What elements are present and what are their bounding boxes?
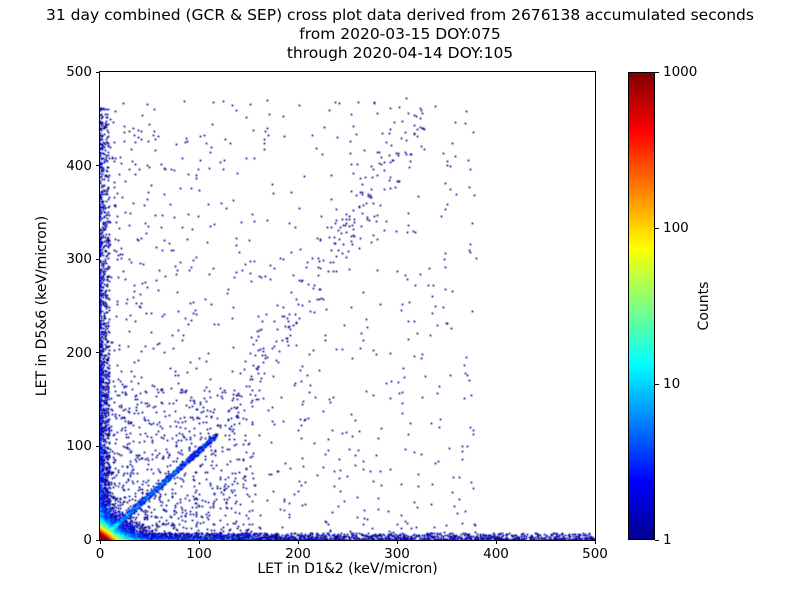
y-tick-label: 300 (66, 251, 92, 268)
y-tick-label: 100 (66, 438, 92, 455)
y-tick-label: 500 (66, 64, 92, 80)
y-tick-label: 200 (66, 344, 92, 361)
y-tick-label: 0 (83, 532, 92, 548)
colorbar-tick-label: 1000 (663, 64, 698, 80)
x-axis-label: LET in D1&2 (keV/micron) (257, 561, 438, 577)
colorbar-label: Counts (696, 281, 712, 331)
title-block: 31 day combined (GCR & SEP) cross plot d… (0, 6, 800, 63)
colorbar-tick-label: 100 (663, 220, 689, 236)
y-axis-label: LET in D5&6 (keV/micron) (34, 215, 50, 397)
x-tick-label: 400 (483, 546, 509, 562)
x-tick-mark (495, 540, 497, 544)
x-tick-label: 0 (95, 546, 105, 562)
colorbar (628, 72, 655, 540)
colorbar-tick-label: 10 (663, 376, 681, 392)
x-tick-mark (99, 540, 101, 544)
colorbar-tick-mark (655, 71, 659, 73)
colorbar-tick-mark (655, 539, 659, 541)
colorbar-tick-mark (655, 227, 659, 229)
y-tick-label: 400 (66, 157, 92, 174)
x-tick-label: 500 (582, 546, 608, 562)
colorbar-tick-label: 1 (663, 532, 672, 548)
plot-area (100, 72, 595, 540)
x-tick-mark (198, 540, 200, 544)
x-tick-label: 100 (186, 546, 212, 562)
chart-subtitle-through: through 2020-04-14 DOY:105 (286, 44, 514, 62)
colorbar-tick-mark (655, 383, 659, 385)
x-tick-mark (297, 540, 299, 544)
chart-title: 31 day combined (GCR & SEP) cross plot d… (46, 6, 754, 24)
chart-subtitle-from: from 2020-03-15 DOY:075 (299, 25, 501, 43)
x-tick-mark (594, 540, 596, 544)
x-tick-label: 300 (384, 546, 410, 562)
x-tick-mark (396, 540, 398, 544)
scatter-canvas (100, 72, 595, 540)
x-tick-label: 200 (285, 546, 311, 562)
